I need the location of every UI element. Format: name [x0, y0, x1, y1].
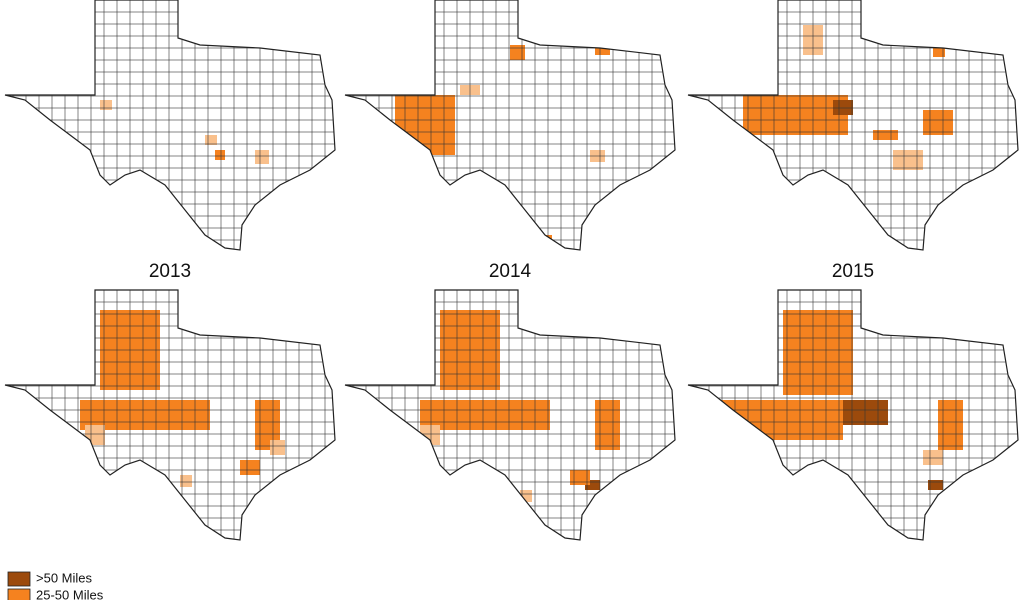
county-patch: [878, 240, 890, 250]
year-title: 2014: [489, 261, 532, 282]
county-shading: [5, 0, 335, 250]
county-grid: [5, 290, 335, 540]
county-grid: [345, 0, 675, 250]
state-map: [344, 0, 676, 251]
year-title: 2015: [832, 261, 874, 282]
county-shading: [5, 290, 335, 540]
state-map: [4, 0, 336, 251]
county-patch: [703, 430, 743, 470]
legend-swatch: [7, 588, 31, 600]
county-shading: [345, 290, 675, 540]
legend-swatch: [7, 571, 31, 587]
state-map: [344, 289, 676, 541]
legend-label: 25-50 Miles: [36, 587, 104, 600]
county-grid: [688, 0, 1018, 250]
state-map: [687, 0, 1019, 251]
year-title: 2013: [149, 261, 191, 282]
state-map: [4, 289, 336, 541]
county-patch: [195, 530, 207, 540]
county-patch: [535, 530, 547, 540]
county-shading: [688, 290, 1018, 540]
county-grid: [5, 0, 335, 250]
county-patch: [873, 530, 885, 540]
state-map: [687, 289, 1019, 541]
legend-label: >50 Miles: [36, 570, 92, 585]
county-patch: [380, 135, 400, 160]
county-grid: [688, 290, 1018, 540]
county-shading: [688, 0, 1018, 250]
county-shading: [345, 0, 675, 250]
county-grid: [345, 290, 675, 540]
